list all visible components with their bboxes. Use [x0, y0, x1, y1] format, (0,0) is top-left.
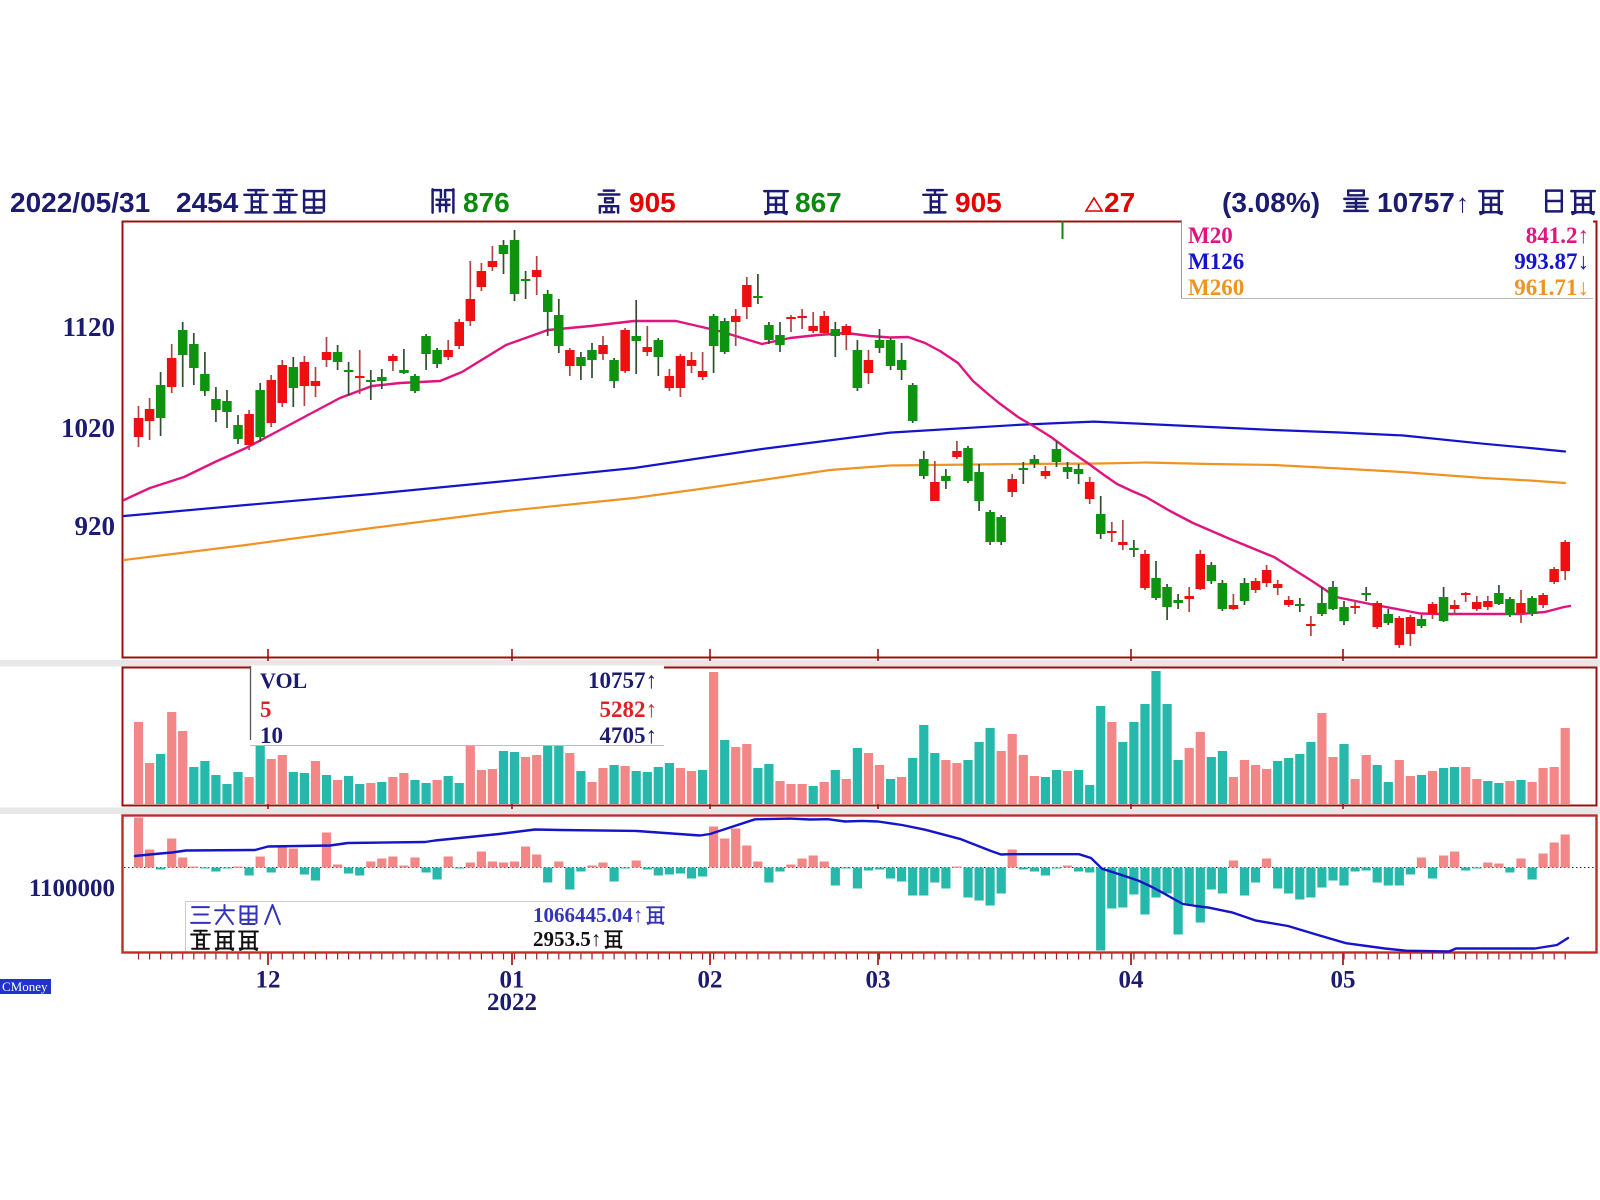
svg-text:2953.5↑: 2953.5↑ — [533, 927, 601, 951]
svg-text:M20: M20 — [1188, 223, 1233, 248]
svg-text:920: 920 — [75, 511, 116, 541]
svg-text:1100000: 1100000 — [29, 875, 115, 902]
svg-text:867: 867 — [795, 187, 842, 218]
svg-text:961.71↓: 961.71↓ — [1514, 275, 1589, 300]
svg-text:10: 10 — [260, 723, 283, 748]
svg-text:1066445.04↑: 1066445.04↑ — [533, 903, 643, 927]
svg-text:1020: 1020 — [61, 413, 115, 443]
svg-text:993.87↓: 993.87↓ — [1514, 249, 1589, 274]
svg-text:905: 905 — [955, 187, 1002, 218]
svg-text:5282↑: 5282↑ — [600, 697, 658, 722]
svg-text:01: 01 — [500, 967, 525, 994]
svg-text:CMoney: CMoney — [2, 979, 48, 994]
svg-text:05: 05 — [1331, 967, 1356, 994]
svg-text:03: 03 — [866, 967, 891, 994]
svg-text:10757: 10757 — [1377, 187, 1455, 218]
svg-text:10757↑: 10757↑ — [588, 668, 657, 693]
svg-text:M260: M260 — [1188, 275, 1244, 300]
svg-text:841.2↑: 841.2↑ — [1526, 223, 1589, 248]
svg-text:M126: M126 — [1188, 249, 1244, 274]
svg-text:5: 5 — [260, 697, 272, 722]
svg-text:905: 905 — [629, 187, 676, 218]
svg-text:2022: 2022 — [487, 989, 537, 1016]
svg-text:12: 12 — [256, 967, 281, 994]
svg-text:876: 876 — [463, 187, 510, 218]
svg-text:1120: 1120 — [62, 312, 115, 342]
svg-text:VOL: VOL — [260, 668, 307, 693]
svg-text:2022/05/31: 2022/05/31 — [10, 187, 150, 218]
svg-text:(3.08%): (3.08%) — [1222, 187, 1320, 218]
svg-text:2454: 2454 — [176, 187, 239, 218]
svg-text:4705↑: 4705↑ — [600, 723, 658, 748]
svg-text:02: 02 — [698, 967, 723, 994]
svg-text:↑: ↑ — [1456, 188, 1469, 218]
svg-text:27: 27 — [1104, 187, 1135, 218]
svg-text:04: 04 — [1119, 967, 1145, 994]
